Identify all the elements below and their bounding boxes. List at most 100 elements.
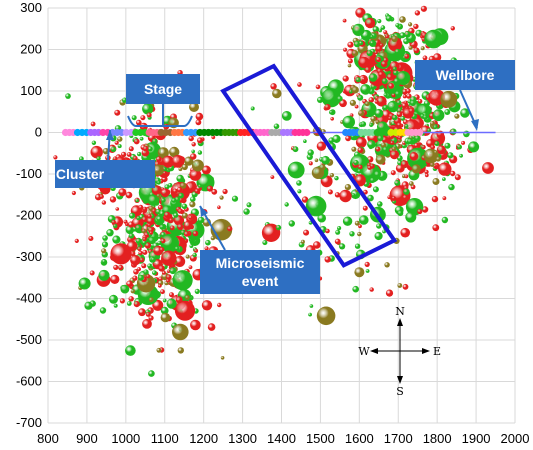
microseismic-event bbox=[367, 194, 374, 202]
microseismic-event bbox=[191, 149, 195, 154]
microseismic-event bbox=[161, 250, 177, 266]
microseismic-event bbox=[357, 168, 362, 174]
microseismic-event bbox=[197, 216, 205, 224]
stage-label: Stage bbox=[144, 81, 182, 97]
microseismic-event bbox=[450, 170, 456, 177]
microseismic-event bbox=[297, 189, 302, 194]
microseismic-event bbox=[397, 283, 403, 288]
microseismic-event bbox=[194, 248, 199, 253]
microseismic-event bbox=[195, 119, 202, 126]
microseismic-event bbox=[138, 308, 146, 317]
wellbore-annotation: Wellbore bbox=[415, 60, 515, 131]
microseismic-event bbox=[122, 97, 128, 103]
microseismic-event bbox=[422, 114, 428, 120]
microseismic-event bbox=[149, 230, 154, 235]
microseismic-event bbox=[88, 236, 94, 241]
microseismic-event bbox=[441, 216, 449, 224]
microseismic-event bbox=[126, 301, 132, 306]
microseismic-event bbox=[188, 215, 193, 220]
microseismic-event bbox=[459, 153, 463, 158]
microseismic-event bbox=[118, 188, 127, 197]
microseismic-event bbox=[164, 211, 171, 218]
microseismic-event bbox=[112, 156, 118, 162]
microseismic-event bbox=[246, 202, 252, 208]
y-tick-label: 100 bbox=[20, 83, 42, 98]
compass: N S E W bbox=[358, 305, 441, 398]
microseismic-event bbox=[360, 84, 371, 95]
microseismic-event bbox=[174, 256, 186, 267]
microseismic-event bbox=[314, 158, 319, 163]
microseismic-event bbox=[142, 206, 148, 212]
microseismic-event bbox=[376, 223, 382, 229]
microseismic-event bbox=[405, 211, 417, 223]
microseismic-event bbox=[120, 284, 130, 294]
microseismic-event bbox=[190, 196, 196, 202]
microseismic-event bbox=[156, 156, 162, 162]
microseismic-event bbox=[142, 237, 147, 242]
stage-markers bbox=[61, 128, 424, 137]
microseismic-event bbox=[119, 298, 125, 304]
microseismic-event bbox=[440, 90, 458, 108]
microseismic-event bbox=[309, 304, 314, 308]
microseismic-event bbox=[231, 195, 239, 202]
microseismic-event bbox=[391, 146, 397, 152]
microseismic-event bbox=[388, 116, 392, 121]
microseismic-event bbox=[324, 256, 331, 263]
microseismic-event bbox=[142, 240, 147, 245]
microseismic-event bbox=[442, 177, 446, 182]
microseismic-event bbox=[174, 300, 196, 321]
microseismic-event bbox=[375, 146, 381, 152]
microseismic-event bbox=[324, 104, 331, 111]
microseismic-event bbox=[431, 195, 439, 203]
microseismic-event bbox=[435, 156, 441, 162]
tick-labels: 800 900 1000 1100 1200 1300 1400 1500 1600 1700 18… bbox=[16, 0, 529, 446]
microseismic-event bbox=[191, 159, 204, 172]
microseismic-event bbox=[414, 135, 420, 141]
microseismic-event bbox=[377, 201, 383, 207]
x-tick-label: 800 bbox=[37, 431, 59, 446]
microseismic-event bbox=[380, 60, 388, 68]
microseismic-event bbox=[429, 162, 435, 168]
microseismic-event bbox=[287, 161, 305, 179]
compass-w: W bbox=[358, 345, 370, 358]
microseismic-event bbox=[317, 96, 324, 103]
x-tick-label: 1800 bbox=[423, 431, 452, 446]
microseismic-event bbox=[141, 216, 148, 223]
microseismic-event bbox=[160, 306, 169, 315]
y-tick-label: -700 bbox=[16, 415, 42, 430]
microseismic-event bbox=[378, 71, 385, 78]
microseismic-event bbox=[53, 155, 58, 160]
microseismic-event bbox=[359, 215, 369, 225]
microseismic-event bbox=[433, 150, 438, 155]
microseismic-event bbox=[355, 7, 366, 18]
microseismic-event bbox=[166, 269, 171, 274]
microseismic-event bbox=[130, 251, 136, 257]
microseismic-event bbox=[436, 145, 446, 155]
microseismic-event bbox=[352, 285, 360, 293]
microseismic-event bbox=[191, 142, 196, 147]
microseismic-event bbox=[176, 174, 184, 183]
microseismic-event bbox=[372, 186, 379, 193]
microseismic-event bbox=[367, 165, 373, 170]
microseismic-event bbox=[388, 37, 403, 52]
microseismic-event bbox=[125, 345, 136, 356]
microseismic-event bbox=[296, 180, 302, 186]
microseismic-event bbox=[90, 145, 103, 159]
microseismic-event bbox=[329, 173, 335, 178]
x-tick-label: 1000 bbox=[111, 431, 140, 446]
microseismic-event bbox=[413, 47, 420, 54]
microseismic-event bbox=[227, 226, 233, 232]
microseismic-event bbox=[386, 73, 394, 81]
microseismic-event bbox=[130, 255, 141, 266]
microseismic-event bbox=[206, 185, 213, 192]
microseismic-event bbox=[325, 228, 330, 234]
microseismic-event bbox=[391, 196, 396, 200]
microseismic-event bbox=[135, 198, 139, 203]
microseismic-event bbox=[342, 18, 347, 23]
microseismic-event bbox=[364, 261, 370, 267]
microseismic-event bbox=[179, 182, 187, 189]
microseismic-event bbox=[169, 267, 177, 275]
microseismic-event bbox=[373, 170, 382, 178]
microseismic-event bbox=[126, 280, 133, 288]
microseismic-event bbox=[354, 104, 359, 109]
